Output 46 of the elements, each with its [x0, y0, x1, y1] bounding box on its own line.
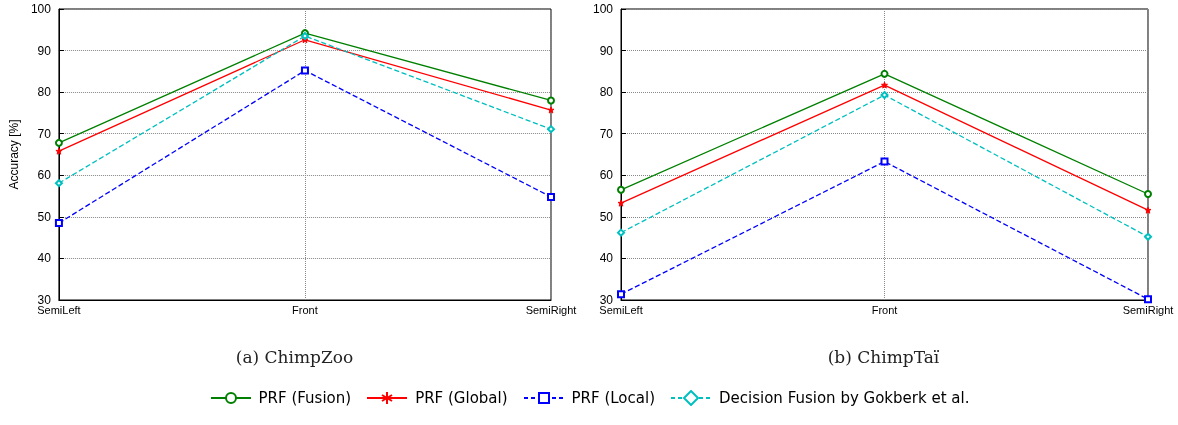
- y-tick-label: 50: [37, 209, 52, 224]
- x-tick-label: Front: [292, 303, 318, 316]
- point: [880, 91, 889, 100]
- y-tick-label: 90: [37, 43, 52, 58]
- point: [880, 157, 889, 166]
- point: [547, 106, 555, 114]
- legend-label: PRF (Global): [415, 388, 508, 407]
- y-tick-label: 40: [599, 251, 614, 266]
- legend-label: PRF (Local): [571, 388, 655, 407]
- point: [54, 219, 63, 228]
- point: [54, 179, 63, 188]
- x-tick-label: SemiRight: [1122, 303, 1174, 316]
- y-tick-label: 100: [30, 2, 52, 16]
- y-tick-label: 90: [599, 43, 614, 58]
- y-tick-label: 80: [599, 85, 614, 100]
- text: (a) ChimpZoo: [235, 346, 354, 367]
- y-tick-label: 70: [37, 126, 52, 141]
- point: [617, 185, 625, 194]
- legend-label: PRF (Fusion): [258, 388, 352, 407]
- point: [1144, 206, 1152, 214]
- point: [1144, 295, 1152, 304]
- x-tick-label: Front: [871, 303, 898, 316]
- point: [547, 96, 555, 105]
- y-tick-label: 60: [599, 168, 614, 183]
- point: [55, 147, 63, 155]
- y-tick-label: 70: [599, 126, 614, 141]
- y-tick-label: 50: [599, 209, 614, 224]
- point: [617, 228, 625, 237]
- point: [617, 290, 625, 299]
- y-tick-label: 80: [37, 85, 52, 100]
- x-tick-label: SemiRight: [525, 303, 577, 316]
- y-axis-title: Accuracy [%]: [7, 119, 21, 190]
- point: [881, 81, 888, 89]
- point: [1144, 189, 1152, 198]
- point: [547, 125, 555, 134]
- y-tick-label: 60: [37, 168, 52, 183]
- point: [300, 66, 309, 75]
- point: [54, 138, 63, 147]
- point: [880, 69, 889, 78]
- legend-label: Decision Fusion by Gokberk et al.: [719, 388, 970, 407]
- y-tick-label: 100: [592, 2, 614, 16]
- text: (b) ChimpTaï: [827, 346, 940, 367]
- point: [1144, 232, 1152, 241]
- y-tick-label: 40: [37, 251, 52, 266]
- point: [617, 199, 625, 207]
- point: [547, 192, 555, 201]
